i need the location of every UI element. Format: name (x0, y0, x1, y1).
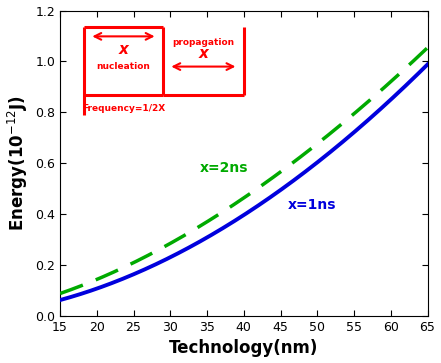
Text: x=2ns: x=2ns (200, 161, 248, 175)
X-axis label: Technology(nm): Technology(nm) (169, 339, 318, 358)
Y-axis label: Energy(10$^{-12}$J): Energy(10$^{-12}$J) (6, 95, 30, 231)
Text: x=1ns: x=1ns (288, 198, 336, 212)
